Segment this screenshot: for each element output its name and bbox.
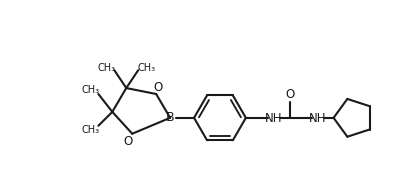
Text: O: O	[153, 81, 162, 93]
Text: CH₃: CH₃	[81, 125, 99, 135]
Text: O: O	[123, 135, 133, 148]
Text: CH₃: CH₃	[81, 85, 99, 95]
Text: NH: NH	[308, 112, 325, 125]
Text: NH: NH	[264, 112, 282, 125]
Text: B: B	[166, 111, 174, 124]
Text: O: O	[285, 89, 294, 101]
Text: CH₃: CH₃	[97, 63, 115, 73]
Text: CH₃: CH₃	[137, 63, 155, 73]
